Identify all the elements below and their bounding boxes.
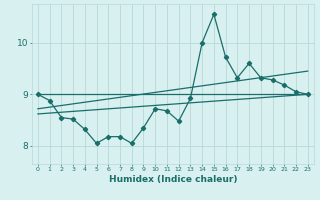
X-axis label: Humidex (Indice chaleur): Humidex (Indice chaleur)	[108, 175, 237, 184]
